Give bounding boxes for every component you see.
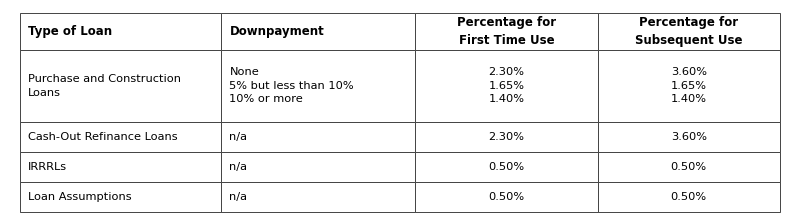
- Bar: [415, 182, 598, 212]
- Text: Cash-Out Refinance Loans: Cash-Out Refinance Loans: [28, 132, 178, 142]
- Bar: [222, 13, 415, 50]
- Bar: [20, 182, 222, 212]
- Bar: [222, 182, 415, 212]
- Bar: [222, 152, 415, 182]
- Bar: [415, 152, 598, 182]
- Bar: [20, 122, 222, 152]
- Text: None
5% but less than 10%
10% or more: None 5% but less than 10% 10% or more: [230, 67, 354, 105]
- Text: n/a: n/a: [230, 162, 247, 172]
- Text: 2.30%: 2.30%: [488, 132, 525, 142]
- Bar: [222, 122, 415, 152]
- Bar: [222, 50, 415, 122]
- Bar: [598, 50, 780, 122]
- Bar: [598, 13, 780, 50]
- Text: 0.50%: 0.50%: [670, 162, 707, 172]
- Bar: [20, 152, 222, 182]
- Text: 3.60%
1.65%
1.40%: 3.60% 1.65% 1.40%: [670, 67, 707, 105]
- Text: 0.50%: 0.50%: [670, 192, 707, 202]
- Bar: [415, 13, 598, 50]
- Text: n/a: n/a: [230, 192, 247, 202]
- Text: Percentage for
Subsequent Use: Percentage for Subsequent Use: [635, 16, 742, 47]
- Text: Downpayment: Downpayment: [230, 25, 324, 38]
- Bar: [20, 50, 222, 122]
- Bar: [415, 122, 598, 152]
- Text: n/a: n/a: [230, 132, 247, 142]
- Text: 3.60%: 3.60%: [670, 132, 707, 142]
- Bar: [598, 152, 780, 182]
- Bar: [598, 122, 780, 152]
- Bar: [598, 182, 780, 212]
- Text: 0.50%: 0.50%: [488, 162, 525, 172]
- Text: Purchase and Construction
Loans: Purchase and Construction Loans: [28, 74, 181, 98]
- Text: Type of Loan: Type of Loan: [28, 25, 112, 38]
- Text: Loan Assumptions: Loan Assumptions: [28, 192, 132, 202]
- Bar: [20, 13, 222, 50]
- Text: 2.30%
1.65%
1.40%: 2.30% 1.65% 1.40%: [488, 67, 525, 105]
- Text: Percentage for
First Time Use: Percentage for First Time Use: [457, 16, 556, 47]
- Bar: [415, 50, 598, 122]
- Text: 0.50%: 0.50%: [488, 192, 525, 202]
- Text: IRRRLs: IRRRLs: [28, 162, 67, 172]
